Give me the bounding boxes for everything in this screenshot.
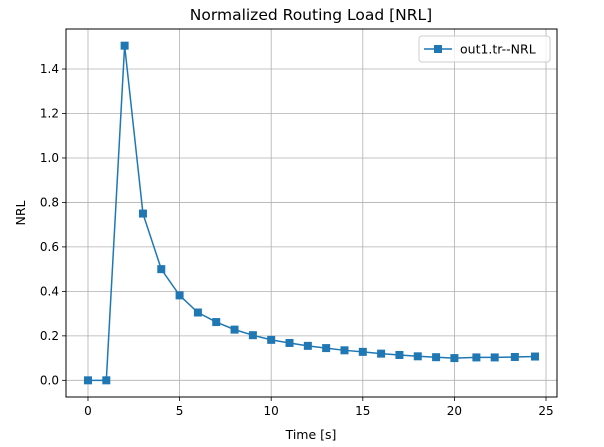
x-tick-label: 25 bbox=[538, 404, 553, 418]
plot-frame bbox=[65, 28, 558, 398]
data-point bbox=[248, 331, 257, 340]
y-tick-label: 1.4 bbox=[40, 62, 59, 76]
data-point bbox=[510, 352, 519, 361]
data-point bbox=[175, 291, 184, 300]
data-point bbox=[267, 335, 276, 344]
data-point bbox=[395, 350, 404, 359]
data-point bbox=[193, 308, 202, 317]
data-point bbox=[358, 347, 367, 356]
y-tick-label: 0.8 bbox=[40, 195, 59, 209]
data-point bbox=[83, 376, 92, 385]
legend: out1.tr--NRL bbox=[418, 35, 551, 63]
data-point bbox=[303, 341, 312, 350]
data-point bbox=[450, 354, 459, 363]
data-point bbox=[413, 352, 422, 361]
chart-title: Normalized Routing Load [NRL] bbox=[190, 6, 432, 24]
data-point bbox=[322, 344, 331, 353]
data-point bbox=[377, 349, 386, 358]
x-tick-label: 5 bbox=[176, 404, 184, 418]
legend-box bbox=[418, 35, 551, 63]
x-tick-label: 15 bbox=[355, 404, 370, 418]
legend-label: out1.tr--NRL bbox=[460, 42, 536, 57]
y-tick-label: 0.2 bbox=[40, 329, 59, 343]
data-point bbox=[102, 376, 111, 385]
data-point bbox=[531, 352, 540, 361]
y-tick-label: 1.0 bbox=[40, 151, 59, 165]
x-axis-ticks: 0 5 10 15 20 25 bbox=[84, 397, 554, 418]
legend-marker bbox=[434, 45, 442, 53]
x-tick-label: 0 bbox=[84, 404, 92, 418]
grid bbox=[66, 29, 557, 397]
data-point bbox=[432, 353, 441, 362]
series-line bbox=[87, 45, 536, 382]
x-tick-label: 10 bbox=[264, 404, 279, 418]
data-point bbox=[138, 209, 147, 218]
data-point bbox=[212, 318, 221, 327]
data-point bbox=[230, 325, 239, 334]
y-axis-label: NRL bbox=[13, 200, 28, 225]
data-point bbox=[120, 41, 129, 50]
series-layer bbox=[83, 41, 540, 385]
data-point bbox=[472, 353, 481, 362]
x-axis-label: Time [s] bbox=[285, 427, 337, 442]
data-point bbox=[340, 346, 349, 355]
data-point bbox=[285, 338, 294, 347]
y-tick-label: 1.2 bbox=[40, 106, 59, 120]
data-point bbox=[490, 353, 499, 362]
y-tick-label: 0.6 bbox=[40, 240, 59, 254]
x-tick-label: 20 bbox=[447, 404, 462, 418]
y-axis-ticks: 0.0 0.2 0.4 0.6 0.8 1.0 1.2 1.4 bbox=[40, 62, 66, 387]
y-tick-label: 0.4 bbox=[40, 284, 59, 298]
y-tick-label: 0.0 bbox=[40, 373, 59, 387]
data-point bbox=[157, 265, 166, 274]
